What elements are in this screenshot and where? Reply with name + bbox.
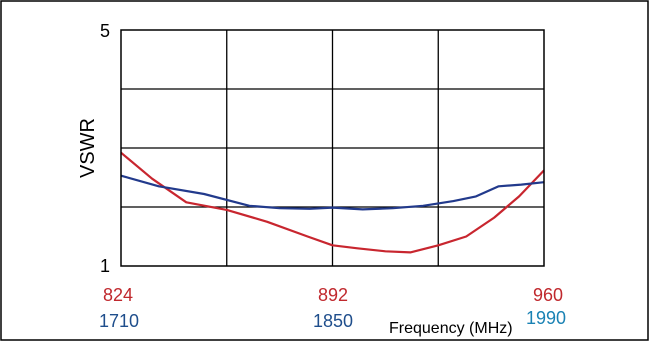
series-line-1: [120, 151, 545, 254]
x-tick-label-960: 960: [533, 285, 563, 305]
grid: [121, 30, 544, 266]
x2-tick-label-1990: 1990: [526, 308, 566, 328]
y-tick-label-top: 5: [100, 21, 110, 41]
x-tick-label-824: 824: [103, 285, 133, 305]
x-axis-title: Frequency (MHz): [389, 320, 513, 337]
y-axis-title: VSWR: [77, 118, 99, 178]
plot-area-border: [120, 29, 545, 267]
y-tick-label-bottom: 1: [100, 256, 110, 276]
series-lines: [120, 151, 545, 254]
x-tick-label-892: 892: [318, 285, 348, 305]
x2-tick-label-1710: 1710: [99, 311, 139, 331]
series-line-2: [120, 174, 545, 211]
x2-tick-label-1850: 1850: [313, 311, 353, 331]
